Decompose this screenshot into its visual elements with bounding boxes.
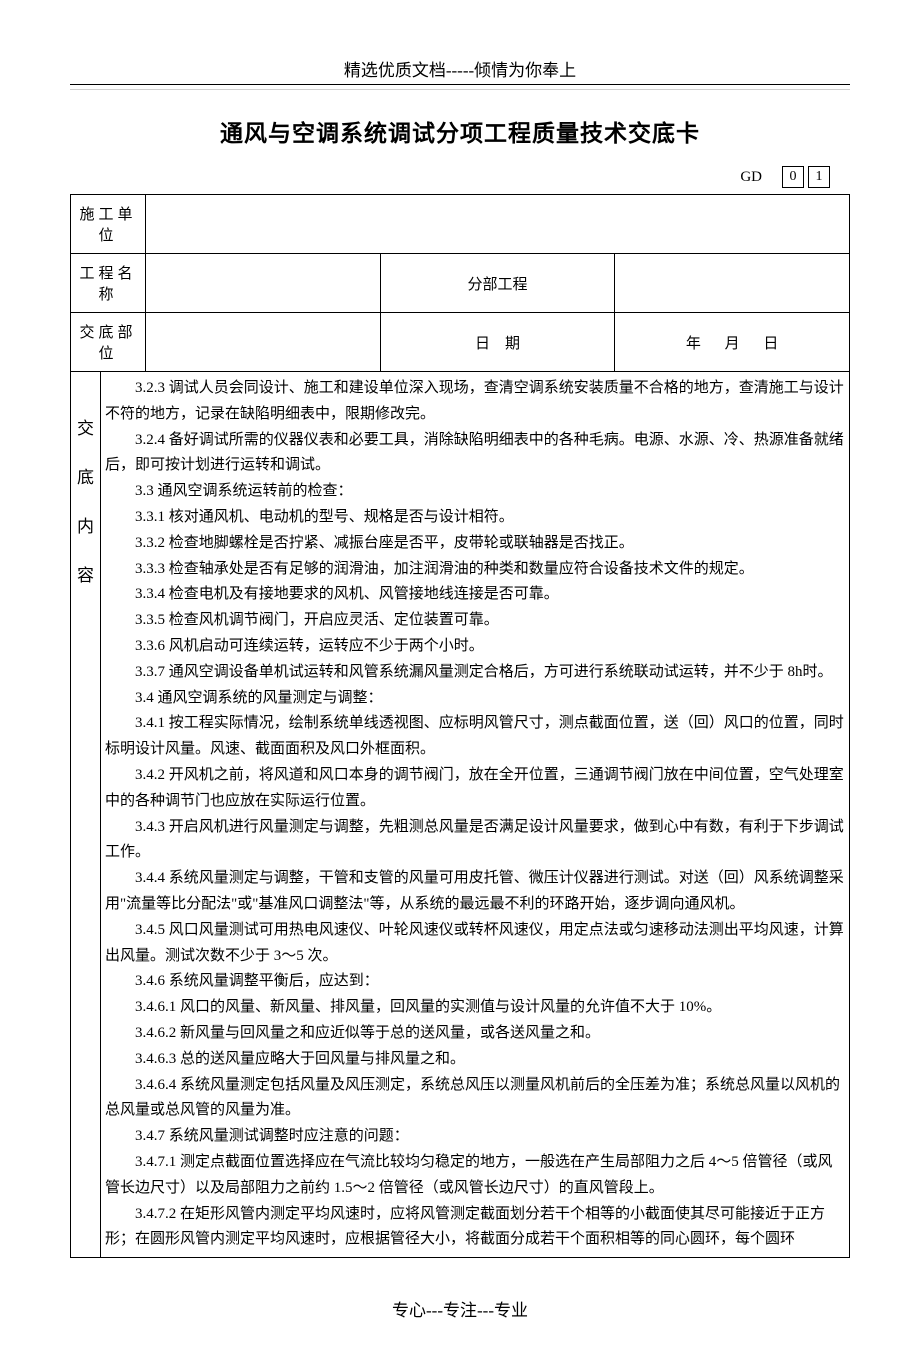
label-branch-project: 分部工程 [380,254,615,313]
body-line: 3.4.3 开启风机进行风量测定与调整，先粗测总风量是否满足设计风量要求，做到心… [105,815,845,867]
body-line: 3.3.2 检查地脚螺栓是否拧紧、减振台座是否平，皮带轮或联轴器是否找正。 [105,531,845,557]
label-construction-unit: 施工单位 [71,195,146,254]
date-month-label: 月 [725,336,740,352]
date-year-label: 年 [686,336,701,352]
value-construction-unit [146,195,850,254]
label-date: 日 期 [380,313,615,372]
gd-box-1: 0 [782,166,804,188]
value-disclosure-part [146,313,381,372]
body-line: 3.2.3 调试人员会同设计、施工和建设单位深入现场，查清空调系统安装质量不合格… [105,376,845,428]
body-line: 3.4.7 系统风量测试调整时应注意的问题： [105,1124,845,1150]
body-line: 3.3.4 检查电机及有接地要求的风机、风管接地线连接是否可靠。 [105,582,845,608]
label-disclosure-part: 交底部位 [71,313,146,372]
content-table: 交 底 内 容 3.2.3 调试人员会同设计、施工和建设单位深入现场，查清空调系… [70,372,850,1258]
gd-label: GD [740,169,762,186]
table-row: 交底部位 日 期 年 月 日 [71,313,850,372]
table-row: 交 底 内 容 3.2.3 调试人员会同设计、施工和建设单位深入现场，查清空调系… [71,372,850,1258]
table-row: 施工单位 [71,195,850,254]
body-line: 3.3.5 检查风机调节阀门，开启应灵活、定位装置可靠。 [105,608,845,634]
gd-box-2: 1 [808,166,830,188]
value-project-name [146,254,381,313]
value-date: 年 月 日 [615,313,850,372]
body-line: 3.2.4 备好调试所需的仪器仪表和必要工具，消除缺陷明细表中的各种毛病。电源、… [105,428,845,480]
body-line: 3.4.7.2 在矩形风管内测定平均风速时，应将风管测定截面划分若干个相等的小截… [105,1202,845,1254]
side-char-2: 底 [75,463,96,488]
body-line: 3.4.4 系统风量测定与调整，干管和支管的风量可用皮托管、微压计仪器进行测试。… [105,866,845,918]
gd-boxes: 0 1 [782,166,830,188]
table-row: 工程名称 分部工程 [71,254,850,313]
body-line: 3.4.6.4 系统风量测定包括风量及风压测定，系统总风压以测量风机前后的全压差… [105,1073,845,1125]
side-char-4: 容 [75,561,96,586]
body-line: 3.4.1 按工程实际情况，绘制系统单线透视图、应标明风管尺寸，测点截面位置，送… [105,711,845,763]
body-line: 3.3.3 检查轴承处是否有足够的润滑油，加注润滑油的种类和数量应符合设备技术文… [105,557,845,583]
page-header: 精选优质文档-----倾情为你奉上 [70,56,850,88]
header-table: 施工单位 工程名称 分部工程 交底部位 日 期 年 月 日 [70,194,850,372]
body-line: 3.3 通风空调系统运转前的检查： [105,479,845,505]
date-day-label: 日 [763,336,778,352]
header-rule [70,89,850,90]
body-line: 3.4.6.2 新风量与回风量之和应近似等于总的送风量，或各送风量之和。 [105,1021,845,1047]
body-line: 3.4.7.1 测定点截面位置选择应在气流比较均匀稳定的地方，一般选在产生局部阻… [105,1150,845,1202]
body-line: 3.4.2 开风机之前，将风道和风口本身的调节阀门，放在全开位置，三通调节阀门放… [105,763,845,815]
body-line: 3.4 通风空调系统的风量测定与调整： [105,686,845,712]
page-footer: 专心---专注---专业 [70,1296,850,1321]
body-line: 3.4.6.1 风口的风量、新风量、排风量，回风量的实测值与设计风量的允许值不大… [105,995,845,1021]
body-line: 3.3.6 风机启动可连续运转，运转应不少于两个小时。 [105,634,845,660]
label-project-name: 工程名称 [71,254,146,313]
side-char-3: 内 [75,512,96,537]
document-title: 通风与空调系统调试分项工程质量技术交底卡 [70,114,850,148]
side-label-disclosure-content: 交 底 内 容 [71,372,101,1258]
body-line: 3.3.7 通风空调设备单机试运转和风管系统漏风量测定合格后，方可进行系统联动试… [105,660,845,686]
content-body: 3.2.3 调试人员会同设计、施工和建设单位深入现场，查清空调系统安装质量不合格… [101,372,850,1258]
body-line: 3.4.6.3 总的送风量应略大于回风量与排风量之和。 [105,1047,845,1073]
document-page: 精选优质文档-----倾情为你奉上 通风与空调系统调试分项工程质量技术交底卡 G… [0,0,920,1351]
side-char-1: 交 [75,414,96,439]
body-line: 3.4.5 风口风量测试可用热电风速仪、叶轮风速仪或转杯风速仪，用定点法或匀速移… [105,918,845,970]
body-line: 3.3.1 核对通风机、电动机的型号、规格是否与设计相符。 [105,505,845,531]
gd-row: GD 0 1 [70,166,850,188]
body-line: 3.4.6 系统风量调整平衡后，应达到： [105,969,845,995]
value-branch-project [615,254,850,313]
